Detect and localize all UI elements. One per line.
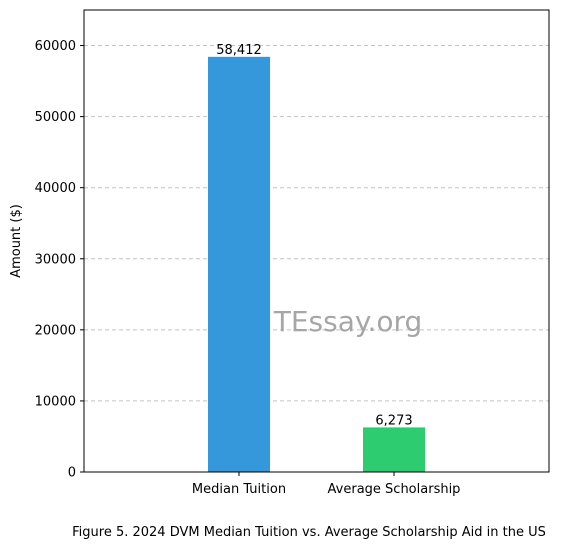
bar [208,56,270,473]
y-tick-label: 10000 [35,394,76,409]
bar-value-label: 6,273 [375,413,412,428]
figure-caption: Figure 5. 2024 DVM Median Tuition vs. Av… [72,525,546,540]
y-tick-label: 20000 [35,323,76,338]
y-tick-label: 40000 [35,181,76,196]
x-tick-label: Average Scholarship [328,482,461,497]
data-labels: 58,412 6,273 [216,43,412,429]
y-tick-label: 30000 [35,252,76,267]
y-axis-label: Amount ($) [9,204,24,278]
y-tick-label: 60000 [35,39,76,54]
bar [363,427,425,472]
y-tick-label: 50000 [35,110,76,125]
watermark: TEssay.org [273,305,423,338]
y-tick-label: 0 [68,466,76,481]
x-axis: Median Tuition Average Scholarship [192,472,461,497]
plot-frame [83,9,550,473]
bar-value-label: 58,412 [216,43,262,58]
x-tick-label: Median Tuition [192,482,286,497]
gridlines [84,45,549,402]
bars [208,56,425,473]
y-axis: 0 10000 20000 30000 40000 50000 60000 [35,39,84,481]
